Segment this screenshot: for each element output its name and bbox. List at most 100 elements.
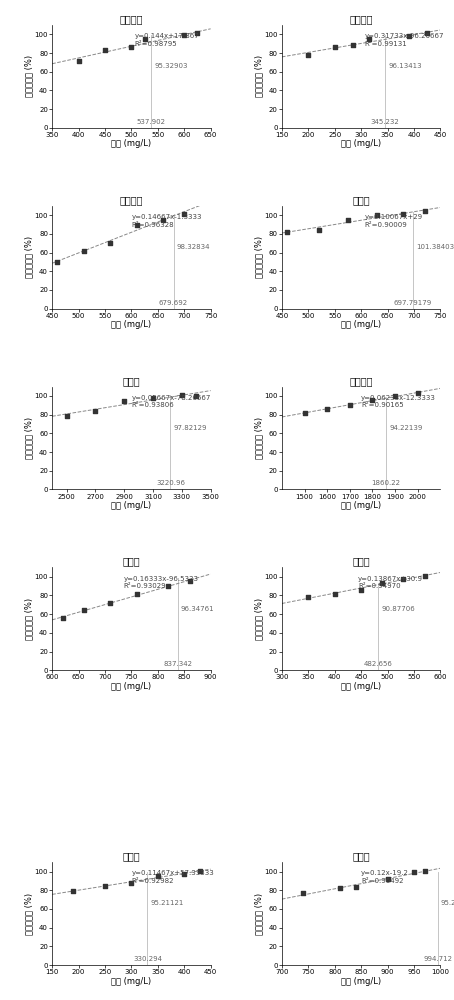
Text: y=0.06233x-12.3333
R²=0.90165: y=0.06233x-12.3333 R²=0.90165	[361, 395, 436, 408]
Point	[352, 879, 360, 895]
Point	[128, 39, 135, 55]
Text: 3220.96: 3220.96	[156, 480, 185, 486]
Title: 苦参碱: 苦参碱	[352, 851, 370, 861]
Y-axis label: 平均死亡率 (%): 平均死亡率 (%)	[254, 893, 263, 935]
Title: 螺虫乙酯: 螺虫乙酯	[350, 376, 373, 386]
Point	[159, 212, 167, 228]
Point	[358, 582, 365, 598]
Title: 哒死螨: 哒死螨	[352, 557, 370, 567]
Text: y=0.12x-19.2
R²=0.96492: y=0.12x-19.2 R²=0.96492	[361, 870, 409, 884]
Point	[421, 863, 428, 879]
Point	[405, 28, 412, 44]
Y-axis label: 平均死亡率 (%): 平均死亡率 (%)	[254, 417, 263, 459]
X-axis label: 浓度 (mg/L): 浓度 (mg/L)	[111, 139, 152, 148]
Point	[346, 397, 354, 413]
Point	[414, 385, 421, 401]
Point	[92, 403, 99, 419]
Point	[192, 388, 200, 404]
Point	[75, 53, 82, 69]
Point	[165, 578, 172, 594]
Text: 330.294: 330.294	[133, 956, 162, 962]
X-axis label: 浓度 (mg/L): 浓度 (mg/L)	[111, 682, 152, 691]
Text: 98.32834: 98.32834	[177, 244, 210, 250]
Title: 丁氟螨酯: 丁氟螨酯	[350, 14, 373, 24]
Point	[149, 390, 157, 406]
Point	[141, 31, 148, 47]
Title: 乙螨唑: 乙螨唑	[352, 195, 370, 205]
X-axis label: 浓度 (mg/L): 浓度 (mg/L)	[111, 320, 152, 329]
Point	[400, 571, 407, 587]
Text: 96.13413: 96.13413	[388, 63, 422, 69]
Point	[80, 602, 88, 618]
X-axis label: 浓度 (mg/L): 浓度 (mg/L)	[341, 682, 381, 691]
Text: 345.232: 345.232	[370, 119, 400, 125]
Text: y=0.13867x+30.9
R²=0.94970: y=0.13867x+30.9 R²=0.94970	[358, 576, 423, 589]
Point	[59, 610, 66, 626]
Point	[154, 868, 162, 884]
Point	[197, 863, 204, 879]
Text: 679.692: 679.692	[159, 300, 188, 306]
X-axis label: 浓度 (mg/L): 浓度 (mg/L)	[341, 501, 381, 510]
Point	[181, 206, 188, 222]
X-axis label: 浓度 (mg/L): 浓度 (mg/L)	[341, 977, 381, 986]
Point	[63, 408, 70, 424]
Point	[178, 387, 186, 403]
Point	[373, 207, 380, 223]
Point	[300, 885, 307, 901]
Point	[186, 573, 193, 589]
Point	[181, 866, 188, 882]
Point	[369, 392, 376, 408]
Y-axis label: 平均死亡率 (%): 平均死亡率 (%)	[24, 55, 33, 97]
Point	[365, 31, 373, 47]
Point	[421, 568, 428, 584]
Y-axis label: 平均死亡率 (%): 平均死亡率 (%)	[24, 417, 33, 459]
Text: 97.82129: 97.82129	[173, 425, 207, 431]
Point	[133, 217, 140, 233]
Text: 837.342: 837.342	[163, 661, 192, 667]
Point	[101, 42, 109, 58]
Text: 95.21121: 95.21121	[151, 900, 184, 906]
Text: 1860.22: 1860.22	[372, 480, 400, 486]
Point	[410, 864, 418, 880]
Y-axis label: 平均死亡率 (%): 平均死亡率 (%)	[254, 55, 263, 97]
Title: 螺螨酯: 螺螨酯	[123, 376, 140, 386]
Point	[284, 224, 291, 240]
Point	[331, 39, 338, 55]
X-axis label: 浓度 (mg/L): 浓度 (mg/L)	[341, 320, 381, 329]
Y-axis label: 平均死亡率 (%): 平均死亡率 (%)	[24, 236, 33, 278]
Point	[107, 595, 114, 611]
Text: 994.712: 994.712	[423, 956, 452, 962]
Point	[350, 37, 357, 53]
Title: 哒螨灵: 哒螨灵	[123, 851, 140, 861]
Text: y=0.144x+17.867
R²=0.98795: y=0.144x+17.867 R²=0.98795	[134, 33, 199, 47]
Point	[324, 401, 331, 417]
Text: y=0.11467x+57.33333
R²=0.92982: y=0.11467x+57.33333 R²=0.92982	[131, 870, 214, 884]
X-axis label: 浓度 (mg/L): 浓度 (mg/L)	[111, 501, 152, 510]
Point	[194, 25, 201, 41]
Point	[384, 871, 391, 887]
Point	[101, 878, 109, 894]
Text: 95.32903: 95.32903	[155, 63, 188, 69]
Text: 90.87706: 90.87706	[381, 606, 415, 612]
Title: 炔螨特: 炔螨特	[123, 557, 140, 567]
Point	[305, 47, 312, 63]
Text: 537.902: 537.902	[137, 119, 166, 125]
Point	[305, 589, 312, 605]
Point	[80, 243, 88, 259]
Point	[128, 875, 135, 891]
Text: y=0.05667x-78.26667
R²=0.93806: y=0.05667x-78.26667 R²=0.93806	[131, 395, 211, 408]
Point	[315, 222, 322, 238]
Point	[331, 586, 338, 602]
Point	[400, 206, 407, 222]
Text: 95.22733: 95.22733	[441, 900, 454, 906]
Text: 482.656: 482.656	[364, 661, 393, 667]
Point	[121, 393, 128, 409]
Point	[344, 212, 351, 228]
Text: 94.22139: 94.22139	[389, 425, 423, 431]
Y-axis label: 平均死亡率 (%): 平均死亡率 (%)	[24, 893, 33, 935]
X-axis label: 浓度 (mg/L): 浓度 (mg/L)	[111, 977, 152, 986]
Point	[70, 883, 77, 899]
Title: 联苯菊酯: 联苯菊酯	[120, 195, 143, 205]
Point	[391, 388, 399, 404]
Point	[379, 575, 386, 591]
